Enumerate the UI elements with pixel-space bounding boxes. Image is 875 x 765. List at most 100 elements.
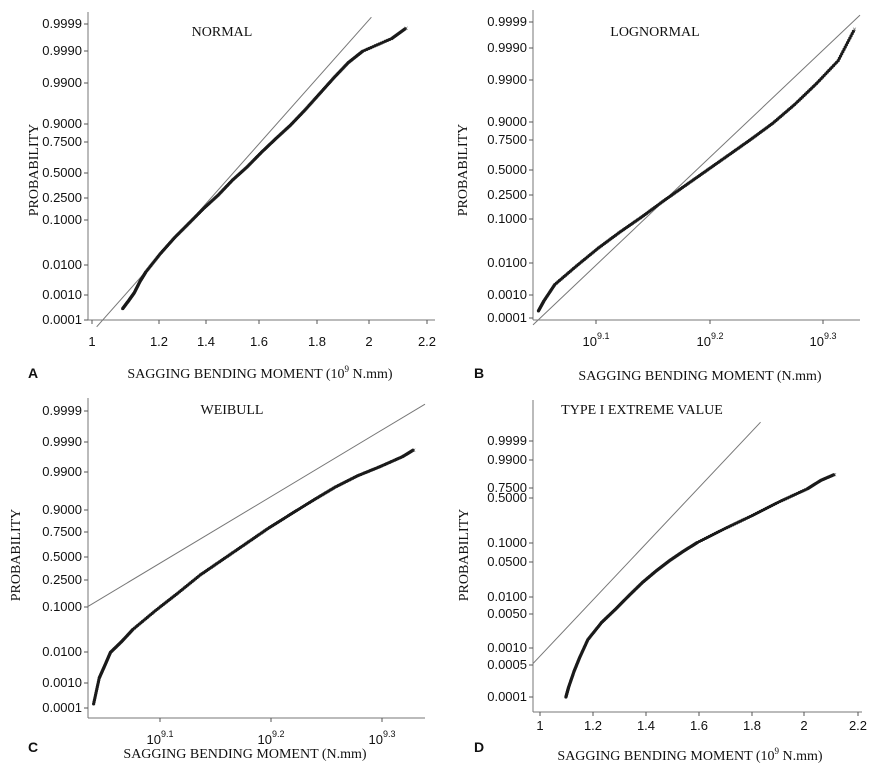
x-tick-label: 109.2	[258, 729, 285, 747]
y-tick-label: 0.0100	[42, 257, 82, 272]
y-tick-label: 0.5000	[487, 162, 527, 177]
y-tick-label: 0.0001	[487, 310, 527, 325]
x-axis-label-exponent: 9	[775, 746, 780, 756]
y-tick-label: 0.9999	[42, 403, 82, 418]
x-axis-label-tail: N.mm)	[779, 749, 823, 764]
y-tick-label: 0.5000	[42, 165, 82, 180]
y-tick-label: 0.9000	[42, 116, 82, 131]
data-point	[832, 473, 836, 477]
panel-title: WEIBULL	[201, 403, 264, 418]
x-tick-label: 109.3	[810, 331, 837, 349]
x-tick-label: 2.2	[418, 334, 436, 349]
x-tick-exponent: 9.3	[824, 331, 837, 341]
y-tick-label: 0.9999	[42, 16, 82, 31]
data-point	[851, 29, 855, 33]
x-axis-label-tail: N.mm)	[349, 367, 393, 382]
panel-letter: D	[474, 739, 484, 755]
x-tick-label: 1	[536, 718, 543, 733]
y-axis-label: PROBABILITY	[456, 124, 471, 217]
y-tick-label: 0.9990	[42, 43, 82, 58]
y-tick-label: 0.0001	[42, 312, 82, 327]
data-point-outlier: ×	[832, 470, 837, 479]
x-axis-label-exponent: 9	[345, 364, 350, 374]
y-tick-label: 0.7500	[42, 134, 82, 149]
panel-letter: C	[28, 739, 38, 755]
panel-b: 0.9999 0.9990 0.9900 0.9000 0.7500 0.5000 0.25…	[456, 10, 861, 384]
x-tick-label: 1.4	[197, 334, 215, 349]
fit-line	[96, 16, 372, 328]
x-tick-exponent: 9.1	[161, 729, 174, 739]
x-tick-label: 109.1	[147, 729, 174, 747]
x-axis-label: SAGGING BENDING MOMENT (109 N.mm)	[557, 746, 823, 764]
x-tick-label: 2	[365, 334, 372, 349]
panel-letter: B	[474, 365, 484, 381]
y-tick-label: 0.2500	[487, 187, 527, 202]
x-tick-label: 109.2	[697, 331, 724, 349]
x-tick-label: 2	[800, 718, 807, 733]
x-axis-label: SAGGING BENDING MOMENT (N.mm)	[578, 369, 822, 384]
y-tick-label: 0.1000	[42, 212, 82, 227]
y-tick-label: 0.5000	[42, 549, 82, 564]
panel-title: TYPE I EXTREME VALUE	[561, 403, 723, 418]
x-tick-exponent: 9.2	[711, 331, 724, 341]
y-tick-label: 0.0050	[487, 606, 527, 621]
panel-letter: A	[28, 365, 38, 381]
y-tick-label: 0.1000	[487, 535, 527, 550]
data-point-outlier: ×	[404, 24, 409, 33]
y-tick-label: 0.0010	[487, 640, 527, 655]
y-tick-label: 0.0001	[42, 700, 82, 715]
y-tick-label: 0.0500	[487, 554, 527, 569]
x-tick-label: 1.6	[250, 334, 268, 349]
y-tick-label: 0.0010	[42, 287, 82, 302]
x-tick-label: 1.8	[743, 718, 761, 733]
data-point-outlier: ×	[412, 446, 417, 455]
x-axis-label: SAGGING BENDING MOMENT (N.mm)	[123, 747, 367, 762]
panel-title: NORMAL	[192, 25, 253, 40]
y-tick-label: 0.9990	[487, 40, 527, 55]
y-tick-label: 0.9900	[42, 75, 82, 90]
x-tick-label: 2.2	[849, 718, 867, 733]
x-tick-label: 109.1	[583, 331, 610, 349]
y-tick-label: 0.9000	[42, 502, 82, 517]
y-tick-label: 0.9999	[487, 14, 527, 29]
y-axis-label: PROBABILITY	[457, 509, 472, 602]
y-tick-label: 0.2500	[42, 190, 82, 205]
fit-line	[532, 421, 761, 664]
data-point	[411, 448, 415, 452]
fit-line	[532, 14, 861, 326]
x-tick-label: 1.2	[150, 334, 168, 349]
x-tick-label: 1.2	[584, 718, 602, 733]
x-tick-label: 109.3	[369, 729, 396, 747]
y-tick-label: 0.7500	[487, 480, 527, 495]
x-tick-exponent: 9.3	[383, 729, 396, 739]
y-tick-label: 0.9999	[487, 433, 527, 448]
y-tick-label: 0.0010	[487, 287, 527, 302]
y-tick-label: 0.9900	[487, 72, 527, 87]
x-tick-label: 1	[88, 334, 95, 349]
fit-line	[87, 403, 426, 607]
y-tick-label: 0.9900	[487, 452, 527, 467]
x-tick-exponent: 9.2	[272, 729, 285, 739]
y-tick-label: 0.0100	[42, 644, 82, 659]
x-tick-label: 1.6	[690, 718, 708, 733]
y-tick-label: 0.1000	[487, 211, 527, 226]
x-tick-label: 1.4	[637, 718, 655, 733]
y-tick-label: 0.9000	[487, 114, 527, 129]
y-tick-label: 0.0100	[487, 589, 527, 604]
data-point	[403, 27, 407, 31]
y-tick-label: 0.5000	[487, 490, 527, 505]
panel-c: 0.9999 0.9990 0.9900 0.9000 0.7500 0.5000 0.25…	[9, 398, 426, 762]
x-tick-label: 1.8	[308, 334, 326, 349]
y-tick-label: 0.0010	[42, 675, 82, 690]
y-tick-label: 0.9990	[42, 434, 82, 449]
y-tick-label: 0.0001	[487, 689, 527, 704]
y-tick-label: 0.0005	[487, 657, 527, 672]
y-tick-label: 0.7500	[42, 524, 82, 539]
x-axis-label: SAGGING BENDING MOMENT (109 N.mm)	[127, 364, 393, 382]
y-tick-label: 0.9900	[42, 464, 82, 479]
y-axis-label: PROBABILITY	[9, 509, 24, 602]
panel-title: LOGNORMAL	[610, 25, 699, 40]
data-point-outlier: ×	[852, 25, 857, 34]
